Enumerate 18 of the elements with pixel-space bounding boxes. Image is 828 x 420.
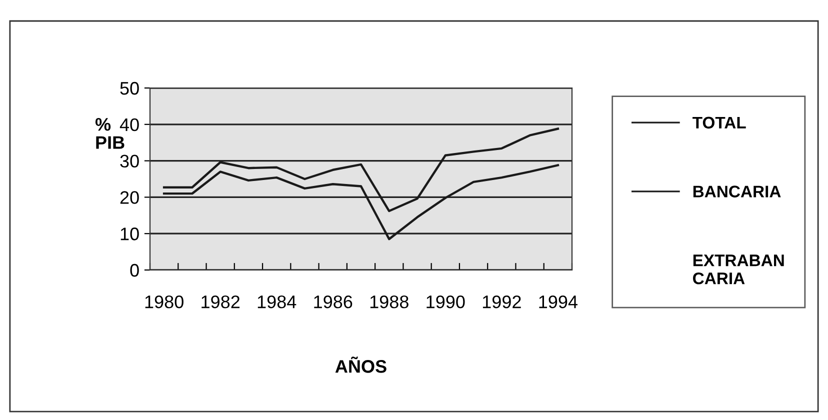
legend-label: TOTAL bbox=[692, 116, 746, 129]
x-tick-label: 1988 bbox=[370, 295, 408, 308]
y-tick-label: 0 bbox=[130, 264, 139, 277]
text: EXTRABAN CARIA bbox=[693, 254, 784, 284]
y-tick-label: 50 bbox=[120, 82, 139, 95]
y-tick-label: 30 bbox=[120, 154, 139, 168]
x-tick-label: 1992 bbox=[482, 295, 521, 308]
x-tick-label: 1980 bbox=[145, 295, 184, 308]
y-tick-label: 40 bbox=[120, 118, 139, 132]
y-tick-label: 20 bbox=[120, 191, 139, 204]
x-tick-label: 1990 bbox=[426, 295, 465, 308]
x-tick-label: 1984 bbox=[258, 295, 296, 308]
y-tick-label: 10 bbox=[120, 228, 139, 240]
x-tick-label: 1986 bbox=[314, 295, 352, 308]
x-axis-title: AÑOS bbox=[335, 356, 386, 373]
x-tick-label: 1994 bbox=[539, 295, 578, 308]
legend-label: BANCARIA bbox=[693, 186, 781, 198]
x-tick-label: 1982 bbox=[202, 295, 240, 308]
